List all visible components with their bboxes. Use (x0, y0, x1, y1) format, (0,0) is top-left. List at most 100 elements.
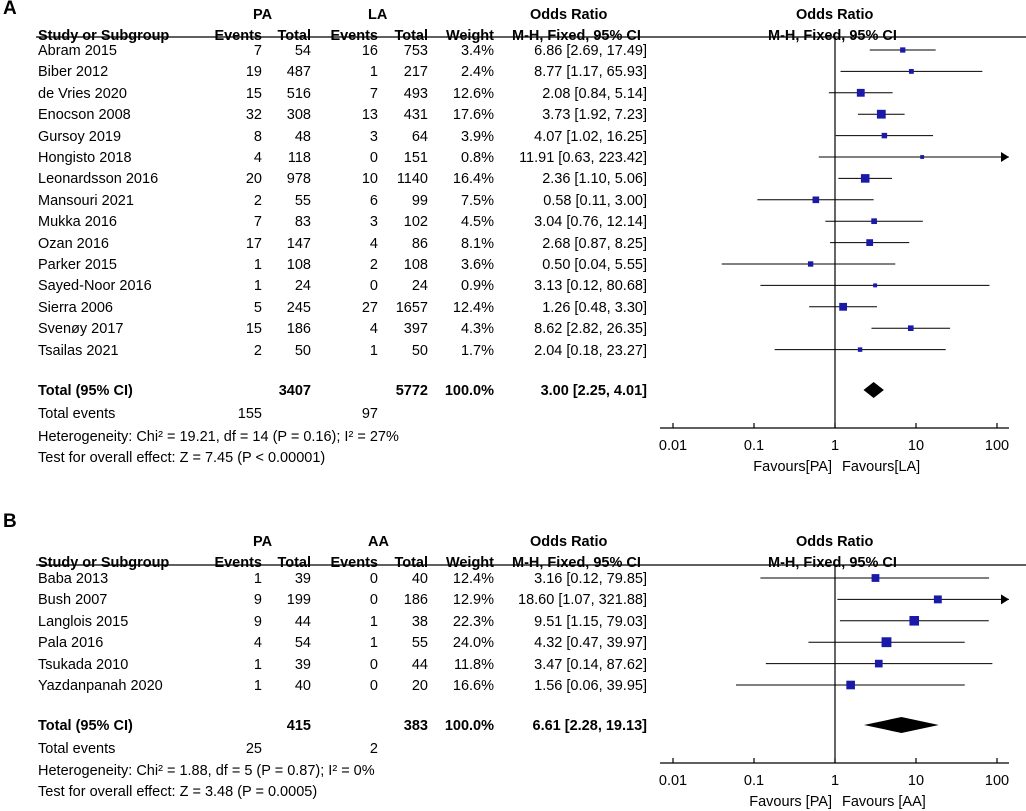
col-total-1: Total (277, 28, 311, 44)
or-ci: 1.26 [0.48, 3.30] (542, 299, 647, 316)
weight: 11.8% (453, 656, 494, 673)
events-2: 0 (369, 571, 378, 587)
events-1: 1 (253, 278, 262, 295)
point-estimate (874, 659, 883, 668)
total-1: 55 (294, 192, 311, 209)
total-1: 54 (294, 43, 311, 59)
total-2: 40 (411, 571, 428, 587)
col-plot-method: M-H, Fixed, 95% CI (768, 28, 897, 44)
events-2: 10 (361, 171, 378, 188)
or-ci: 0.58 [0.11, 3.00] (543, 192, 647, 209)
point-estimate (873, 283, 878, 288)
overall-effect: Test for overall effect: Z = 7.45 (P < 0… (38, 450, 326, 466)
study-name: Sierra 2006 (38, 299, 113, 316)
heterogeneity: Heterogeneity: Chi² = 1.88, df = 5 (P = … (38, 763, 375, 779)
col-total-2: Total (394, 555, 428, 571)
study-name: Yazdanpanah 2020 (38, 678, 163, 694)
weight: 3.4% (460, 43, 494, 59)
point-estimate (857, 347, 863, 352)
events-1: 20 (245, 171, 262, 188)
study-name: Pala 2016 (38, 635, 104, 652)
total-n1: 3407 (278, 383, 311, 399)
total-1: 40 (294, 678, 311, 694)
weight: 16.4% (452, 171, 494, 188)
study-name: Hongisto 2018 (38, 150, 132, 166)
events-2: 27 (361, 299, 378, 316)
group1-header: PA (253, 7, 273, 23)
group2-header: LA (368, 7, 388, 23)
total-n2: 5772 (395, 383, 428, 399)
point-estimate (881, 637, 892, 648)
col-events-2: Events (330, 555, 378, 571)
col-or-method: M-H, Fixed, 95% CI (512, 555, 641, 571)
events-2: 13 (361, 107, 378, 124)
col-events-1: Events (214, 555, 262, 571)
or-ci: 3.73 [1.92, 7.23] (542, 107, 647, 124)
study-name: Svenøy 2017 (38, 321, 124, 338)
point-estimate (876, 109, 886, 119)
or-title: Odds Ratio (530, 534, 608, 550)
total-2: 86 (411, 235, 428, 252)
events-2: 1 (369, 635, 378, 652)
events-2: 0 (369, 656, 378, 673)
total-or-ci: 3.00 [2.25, 4.01] (540, 383, 647, 399)
events-1: 2 (253, 192, 262, 209)
study-name: Mukka 2016 (38, 214, 117, 231)
axis-tick-label: 0.01 (658, 438, 688, 454)
total-1: 24 (294, 278, 311, 295)
total-events-label: Total events (38, 406, 116, 422)
total-2: 397 (403, 321, 428, 338)
study-name: Gursoy 2019 (38, 128, 122, 145)
or-ci: 18.60 [1.07, 321.88] (518, 592, 647, 609)
weight: 12.9% (452, 592, 494, 609)
study-name: de Vries 2020 (38, 85, 127, 102)
col-events-2: Events (330, 28, 378, 44)
study-name: Parker 2015 (38, 257, 117, 273)
col-plot-method: M-H, Fixed, 95% CI (768, 555, 897, 571)
panel-label: B (3, 511, 17, 532)
favours-right: Favours[LA] (842, 459, 921, 475)
weight: 24.0% (452, 635, 494, 652)
study-name: Leonardsson 2016 (38, 171, 159, 188)
events-1: 1 (253, 257, 262, 273)
or-ci: 8.62 [2.82, 26.35] (534, 321, 647, 338)
weight: 12.6% (452, 85, 494, 102)
events-1: 9 (253, 613, 262, 630)
weight: 1.7% (460, 342, 494, 359)
total-1: 308 (286, 107, 311, 124)
total-2: 1140 (396, 171, 428, 188)
plot-title: Odds Ratio (796, 534, 874, 550)
study-name: Tsukada 2010 (38, 656, 129, 673)
total-2: 1657 (395, 299, 428, 316)
or-ci: 3.47 [0.14, 87.62] (534, 656, 647, 673)
ci-arrow (1001, 594, 1009, 605)
panel-label: A (3, 0, 17, 19)
events-2: 0 (369, 678, 378, 694)
total-2: 64 (411, 128, 428, 145)
weight: 17.6% (452, 107, 494, 124)
total-weight: 100.0% (444, 718, 494, 734)
total-2: 55 (411, 635, 428, 652)
or-ci: 2.68 [0.87, 8.25] (542, 235, 647, 252)
events-2: 2 (369, 257, 378, 273)
events-2: 0 (369, 150, 378, 166)
point-estimate (807, 261, 814, 267)
total-1: 516 (286, 85, 311, 102)
weight: 3.9% (460, 128, 494, 145)
heterogeneity: Heterogeneity: Chi² = 19.21, df = 14 (P … (38, 429, 399, 445)
point-estimate (839, 302, 848, 311)
point-estimate (866, 239, 874, 246)
point-estimate (920, 155, 925, 159)
events-1: 2 (253, 342, 262, 359)
total-or-ci: 6.61 [2.28, 19.13] (532, 718, 647, 734)
or-ci: 0.50 [0.04, 5.55] (542, 257, 647, 273)
or-title: Odds Ratio (530, 7, 608, 23)
point-estimate (856, 88, 865, 97)
events-1: 5 (253, 299, 262, 316)
study-name: Biber 2012 (38, 64, 109, 81)
total-events-1: 25 (245, 741, 262, 757)
events-2: 3 (369, 128, 378, 145)
or-ci: 3.13 [0.12, 80.68] (534, 278, 647, 295)
study-name: Mansouri 2021 (38, 192, 134, 209)
